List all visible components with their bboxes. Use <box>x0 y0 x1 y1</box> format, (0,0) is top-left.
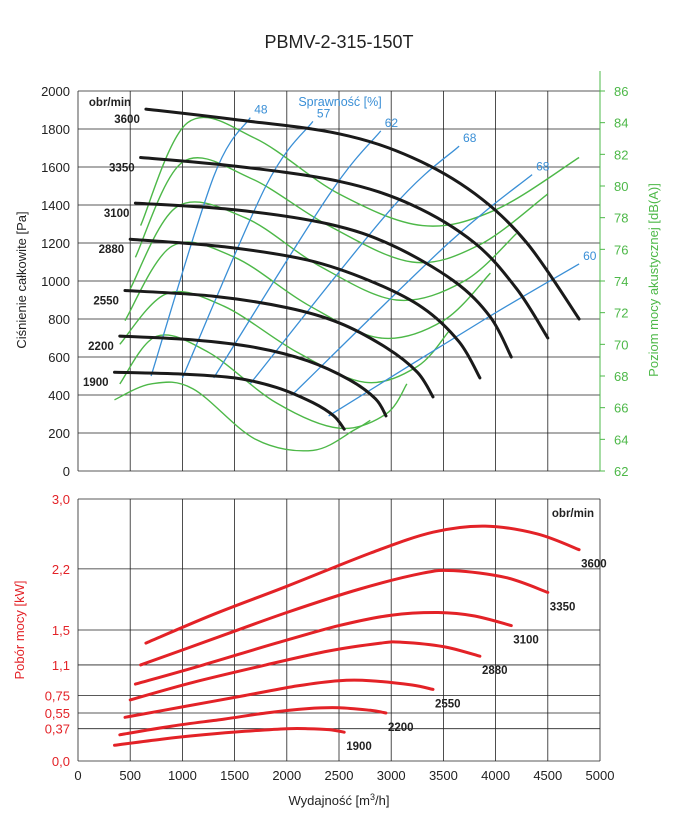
efficiency-header-label: Sprawność [%] <box>298 95 381 109</box>
speed-label-3600: 3600 <box>114 114 140 126</box>
noise-tick-label: 62 <box>614 464 628 479</box>
pressure-tick-label: 1000 <box>41 274 70 289</box>
power-tick-label: 3,0 <box>52 492 70 507</box>
power-label-2880: 2880 <box>482 665 508 677</box>
noise-tick-label: 82 <box>614 147 628 162</box>
power-tick-label: 2,2 <box>52 562 70 577</box>
noise-curve-3350 <box>134 157 549 264</box>
power-speed-header: obr/min <box>552 508 594 520</box>
chart-title: PBMV-2-315-150T <box>264 32 413 52</box>
noise-tick-label: 84 <box>614 116 628 131</box>
pressure-tick-label: 2000 <box>41 84 70 99</box>
noise-tick-label: 86 <box>614 84 628 99</box>
airflow-tick-label: 2000 <box>272 768 301 783</box>
noise-tick-label: 64 <box>614 432 628 447</box>
speed-curve-3100 <box>133 201 513 359</box>
airflow-tick-label: 1000 <box>168 768 197 783</box>
power-tick-label: 0,0 <box>52 754 70 769</box>
pressure-tick-label: 1800 <box>41 122 70 137</box>
power-curve-1900 <box>113 726 346 747</box>
pressure-axis-label: Ciśnienie całkowite [Pa] <box>14 211 29 348</box>
noise-curve-2880 <box>124 241 491 340</box>
power-curve-3100 <box>133 610 513 686</box>
power-chart-marks: 3600 3350 3100 2880 2550 2200 1900 <box>113 524 607 753</box>
pressure-tick-label: 800 <box>48 312 70 327</box>
speed-curve-3350 <box>139 156 550 340</box>
efficiency-label-1: 57 <box>317 106 331 120</box>
power-label-1900: 1900 <box>346 741 372 753</box>
speed-curve-3600 <box>144 107 581 321</box>
power-tick-label: 0,75 <box>45 689 70 704</box>
airflow-axis-label: Wydajność [m3/h] <box>288 792 389 808</box>
power-label-3350: 3350 <box>550 601 576 613</box>
speed-curve-1900 <box>113 370 346 431</box>
speed-label-2200: 2200 <box>88 341 114 353</box>
airflow-tick-label: 5000 <box>586 768 615 783</box>
power-curve-3600 <box>144 524 581 645</box>
efficiency-label-0: 48 <box>254 103 268 117</box>
speed-label-3100: 3100 <box>104 208 130 220</box>
airflow-tick-label: 2500 <box>325 768 354 783</box>
power-label-2550: 2550 <box>435 698 461 710</box>
power-curve-3350 <box>139 568 550 667</box>
speed-label-1900: 1900 <box>83 377 109 389</box>
speed-header-label: obr/min <box>89 97 131 109</box>
efficiency-label-2: 62 <box>385 116 399 130</box>
power-label-2200: 2200 <box>388 722 414 734</box>
airflow-tick-label: 4500 <box>533 768 562 783</box>
speed-label-2550: 2550 <box>93 296 119 308</box>
pressure-tick-label: 600 <box>48 350 70 365</box>
efficiency-line-60 <box>328 263 580 417</box>
power-label-3100: 3100 <box>513 635 539 647</box>
airflow-tick-label: 3500 <box>429 768 458 783</box>
speed-label-2880: 2880 <box>99 244 125 256</box>
noise-tick-label: 78 <box>614 211 628 226</box>
pressure-tick-label: 200 <box>48 426 70 441</box>
power-tick-label: 0,37 <box>45 722 70 737</box>
airflow-tick-label: 4000 <box>481 768 510 783</box>
noise-axis-label: Poziom mocy akustycznej [dB(A)] <box>646 183 661 377</box>
pressure-tick-label: 400 <box>48 388 70 403</box>
efficiency-line-68 <box>291 174 533 396</box>
noise-tick-label: 66 <box>614 401 628 416</box>
pressure-tick-label: 1200 <box>41 236 70 251</box>
efficiency-label-4: 68 <box>536 160 550 174</box>
noise-tick-label: 68 <box>614 369 628 384</box>
speed-curve-2550 <box>123 289 435 399</box>
speed-curve-2200 <box>118 334 388 418</box>
pressure-tick-label: 1600 <box>41 160 70 175</box>
power-curve-2880 <box>128 640 482 702</box>
speed-curve-2880 <box>128 237 482 380</box>
airflow-tick-label: 1500 <box>220 768 249 783</box>
airflow-tick-label: 3000 <box>377 768 406 783</box>
efficiency-line-68 <box>249 145 460 385</box>
noise-tick-label: 74 <box>614 274 628 289</box>
power-curve-2200 <box>118 706 388 737</box>
power-tick-label: 0,55 <box>45 706 70 721</box>
noise-curve-3600 <box>139 116 580 227</box>
noise-curve-1900 <box>114 381 371 452</box>
noise-tick-label: 72 <box>614 306 628 321</box>
airflow-tick-label: 0 <box>74 768 81 783</box>
power-tick-label: 1,1 <box>52 658 70 673</box>
power-tick-label: 1,5 <box>52 623 70 638</box>
pressure-tick-label: 0 <box>63 464 70 479</box>
pressure-chart-grid: 0 200 400 600 800 1000 1200 1400 1600 1800 2000 62 6… <box>41 71 628 479</box>
efficiency-label-3: 68 <box>463 131 477 145</box>
noise-tick-label: 80 <box>614 179 628 194</box>
power-axis-label: Pobór mocy [kW] <box>12 581 27 680</box>
power-label-3600: 3600 <box>581 559 607 571</box>
pressure-chart-marks: 48 57 62 68 68 60 3600 3350 3100 2880 2550 2200 1900 <box>83 103 597 452</box>
power-curve-2550 <box>123 678 435 719</box>
noise-tick-label: 76 <box>614 242 628 257</box>
efficiency-line-62 <box>213 130 382 379</box>
pressure-tick-label: 1400 <box>41 198 70 213</box>
airflow-tick-label: 500 <box>119 768 141 783</box>
efficiency-label-5: 60 <box>583 249 597 263</box>
speed-label-3350: 3350 <box>109 163 135 175</box>
noise-tick-label: 70 <box>614 337 628 352</box>
